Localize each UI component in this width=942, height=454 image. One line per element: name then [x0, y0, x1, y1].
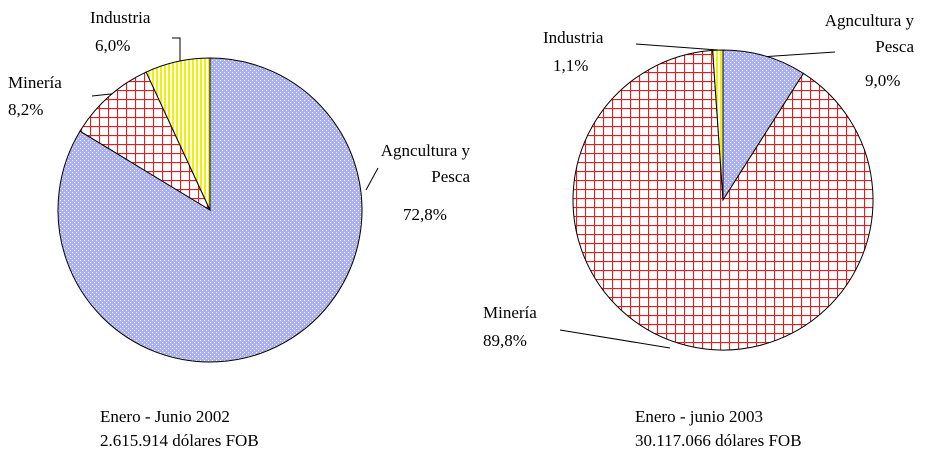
pie-slice [79, 71, 212, 212]
value-label: 6,0% [95, 36, 131, 55]
pie-slice [145, 57, 211, 211]
slice-label: Industria [90, 8, 151, 27]
chart-title: Enero - junio 2003 [635, 407, 763, 426]
chart-subtitle: 2.615.914 dólares FOB [100, 431, 259, 450]
pie-slice [722, 49, 805, 202]
leader-line [759, 51, 836, 58]
leader-line [365, 167, 379, 191]
leader-line [172, 37, 181, 62]
slice-label: Minería [8, 73, 62, 92]
pie-slice [57, 57, 363, 363]
pie-slice [572, 49, 874, 351]
leader-line [559, 329, 671, 349]
slice-label: Agncultura y Pesca [380, 141, 470, 186]
leader-line [635, 43, 719, 51]
slice-label: Agncultura y Pesca [824, 11, 914, 56]
chart-subtitle: 30.117.066 dólares FOB [635, 431, 802, 450]
leader-lines [91, 37, 836, 349]
value-label: 9,0% [865, 71, 901, 90]
slice-label: Industria [543, 28, 604, 47]
slice-label: Minería [483, 303, 537, 322]
value-label: 1,1% [553, 56, 589, 75]
pie-slice [712, 49, 724, 201]
value-label: 89,8% [483, 331, 527, 350]
value-label: 8,2% [8, 100, 44, 119]
value-label: 72,8% [403, 205, 447, 224]
chart-title: Enero - Junio 2002 [100, 407, 230, 426]
